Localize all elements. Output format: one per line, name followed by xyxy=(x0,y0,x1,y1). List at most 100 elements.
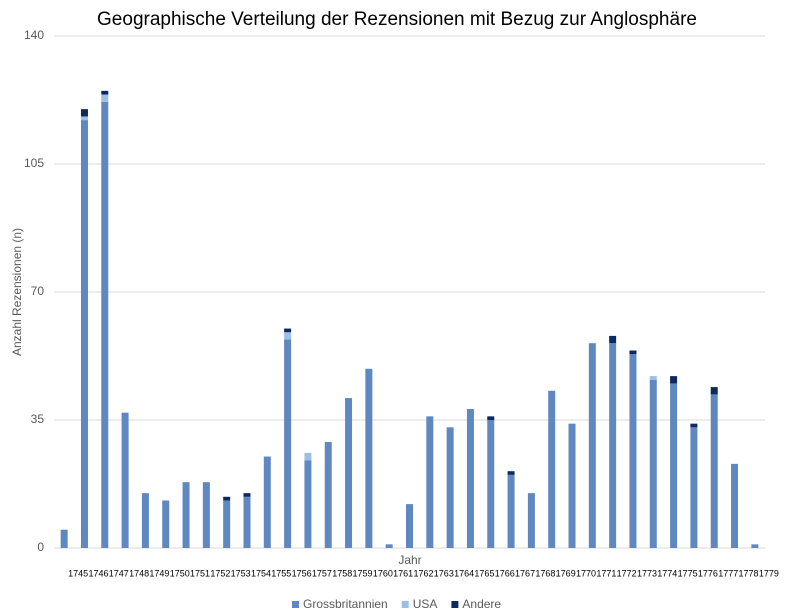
bar-segment xyxy=(385,544,393,548)
bar-segment xyxy=(609,335,617,344)
x-tick-label: 1770 xyxy=(576,568,596,578)
bar-segment xyxy=(223,500,231,548)
bar-segment xyxy=(284,328,292,333)
bar-segment xyxy=(101,94,109,102)
x-tick-label: 1747 xyxy=(109,568,129,578)
bar-segment xyxy=(223,496,231,501)
bar-segment xyxy=(487,420,495,548)
x-tick-label: 1765 xyxy=(474,568,494,578)
bar-segment xyxy=(243,496,251,548)
bar-segment xyxy=(80,116,88,121)
bar-segment xyxy=(670,376,678,384)
x-tick-label: 1748 xyxy=(129,568,149,578)
x-tick-label: 1775 xyxy=(678,568,698,578)
bar-segment xyxy=(304,452,312,461)
bar-segment xyxy=(548,390,556,548)
x-tick-label: 1758 xyxy=(332,568,352,578)
x-tick-label: 1766 xyxy=(495,568,515,578)
bar-segment xyxy=(365,368,373,548)
x-tick-label: 1767 xyxy=(515,568,535,578)
bar-segment xyxy=(710,394,718,548)
bar-segment xyxy=(304,460,312,548)
legend-label: Grossbritannien xyxy=(303,597,388,611)
bar-segment xyxy=(182,482,190,548)
bar-segment xyxy=(568,423,576,548)
x-tick-label: 1750 xyxy=(170,568,190,578)
bar-segment xyxy=(80,120,88,548)
legend-swatch xyxy=(451,601,459,608)
bar-segment xyxy=(345,398,353,548)
x-tick-label: 1753 xyxy=(231,568,251,578)
bar-segment xyxy=(101,101,109,548)
x-tick-label: 1756 xyxy=(292,568,312,578)
bar-segment xyxy=(202,482,210,548)
x-tick-label: 1746 xyxy=(88,568,108,578)
bar-segment xyxy=(751,544,759,548)
bar-segment xyxy=(121,412,129,548)
bar-segment xyxy=(80,109,88,117)
chart-title: Geographische Verteilung der Rezensionen… xyxy=(97,9,697,30)
bar-segment xyxy=(284,339,292,548)
bar-segment xyxy=(670,383,678,548)
x-tick-label: 1752 xyxy=(210,568,230,578)
bar-segment xyxy=(466,409,474,548)
bar-segment xyxy=(731,463,739,548)
legend-label: USA xyxy=(413,597,438,611)
x-tick-label: 1771 xyxy=(596,568,616,578)
bar-segment xyxy=(629,350,637,355)
x-tick-label: 1754 xyxy=(251,568,271,578)
x-tick-label: 1745 xyxy=(68,568,88,578)
y-tick-label: 0 xyxy=(37,540,44,554)
bar-segment xyxy=(446,427,454,548)
bar-segment xyxy=(609,343,617,548)
legend-swatch xyxy=(292,601,299,608)
bar-segment xyxy=(629,354,637,548)
bar-segment xyxy=(690,427,698,548)
x-tick-label: 1779 xyxy=(759,568,779,578)
x-tick-label: 1769 xyxy=(556,568,576,578)
y-tick-label: 35 xyxy=(31,412,45,426)
bar-segment xyxy=(263,456,271,548)
x-tick-label: 1755 xyxy=(271,568,291,578)
bar-segment xyxy=(101,90,109,95)
bar-segment xyxy=(507,471,515,475)
bar-segment xyxy=(162,500,170,548)
x-tick-label: 1763 xyxy=(434,568,454,578)
x-tick-label: 1776 xyxy=(698,568,718,578)
bar-segment xyxy=(690,423,698,428)
bar-segment xyxy=(588,343,596,548)
x-tick-label: 1772 xyxy=(617,568,637,578)
x-tick-label: 1762 xyxy=(413,568,433,578)
bar-segment xyxy=(649,379,657,548)
legend-label: Andere xyxy=(462,597,501,611)
x-tick-label: 1761 xyxy=(393,568,413,578)
y-tick-label: 105 xyxy=(24,156,44,170)
x-tick-label: 1777 xyxy=(718,568,738,578)
bar-segment xyxy=(527,493,535,548)
bar-segment xyxy=(710,387,718,395)
x-tick-label: 1768 xyxy=(535,568,555,578)
x-tick-label: 1759 xyxy=(353,568,373,578)
bar-segment xyxy=(487,416,495,420)
bar-segment xyxy=(284,332,292,340)
bar-segment xyxy=(141,493,149,548)
x-tick-label: 1778 xyxy=(739,568,759,578)
x-tick-label: 1757 xyxy=(312,568,332,578)
x-tick-label: 1774 xyxy=(657,568,677,578)
bar-segment xyxy=(60,529,68,548)
bar-segment xyxy=(243,493,251,497)
bar-segment xyxy=(649,376,657,380)
legend-swatch xyxy=(401,601,409,608)
bar-segment xyxy=(426,416,434,548)
y-axis-label: Anzahl Rezensionen (n) xyxy=(10,228,24,356)
bar-segment xyxy=(324,441,332,548)
y-tick-label: 140 xyxy=(24,28,44,42)
x-tick-label: 1751 xyxy=(190,568,210,578)
bar-segment xyxy=(406,504,413,548)
x-axis-label: Jahr xyxy=(398,553,421,567)
bar-segment xyxy=(507,474,515,548)
x-tick-label: 1773 xyxy=(637,568,657,578)
x-tick-label: 1749 xyxy=(149,568,169,578)
y-tick-label: 70 xyxy=(31,284,45,298)
